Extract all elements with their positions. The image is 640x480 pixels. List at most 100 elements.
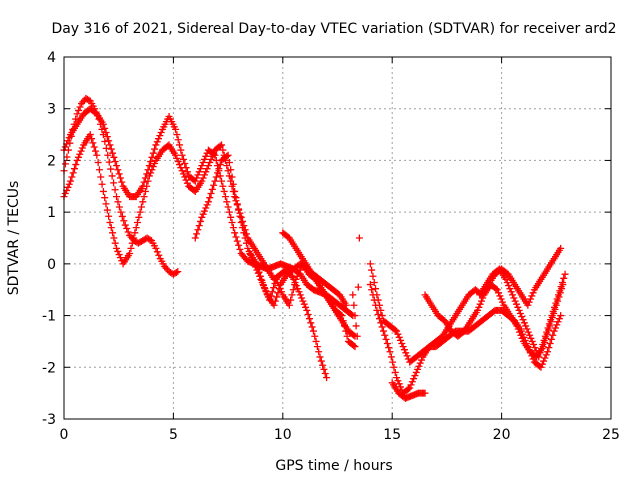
data-point-interp bbox=[492, 285, 500, 293]
data-point-interp bbox=[258, 276, 266, 284]
y-tick-label: 0 bbox=[47, 257, 56, 273]
data-point-interp bbox=[289, 286, 297, 294]
data-point-interp bbox=[233, 200, 241, 208]
data-point-interp bbox=[540, 336, 548, 344]
data-point bbox=[421, 389, 429, 397]
data-point-interp bbox=[101, 137, 109, 145]
y-tick-label: 2 bbox=[47, 153, 56, 169]
data-point-interp bbox=[65, 180, 73, 188]
data-point bbox=[272, 275, 280, 283]
data-point-interp bbox=[194, 226, 202, 234]
x-tick-label: 15 bbox=[383, 427, 401, 443]
data-point-interp bbox=[255, 268, 263, 276]
data-point-interp bbox=[383, 339, 391, 347]
data-point bbox=[191, 234, 199, 242]
data-point-interp bbox=[321, 369, 329, 377]
y-tick-label: -1 bbox=[42, 309, 56, 325]
data-point-interp bbox=[382, 335, 390, 343]
data-point-interp bbox=[536, 349, 544, 357]
data-point-interp bbox=[203, 165, 211, 173]
data-point bbox=[366, 281, 374, 289]
data-point-interp bbox=[276, 285, 284, 293]
x-tick-label: 25 bbox=[602, 427, 620, 443]
data-point-interp bbox=[194, 171, 202, 179]
data-point bbox=[73, 156, 81, 164]
data-point-interp bbox=[64, 183, 72, 191]
data-point-interp bbox=[308, 323, 316, 331]
data-point bbox=[132, 224, 140, 232]
data-point bbox=[224, 151, 232, 159]
data-point-interp bbox=[374, 311, 382, 319]
data-point bbox=[117, 208, 125, 216]
data-point-interp bbox=[549, 307, 557, 315]
data-point bbox=[113, 244, 121, 252]
data-point-interp bbox=[551, 324, 559, 332]
data-point-interp bbox=[228, 218, 236, 226]
data-point-interp bbox=[90, 143, 98, 151]
plot-frame bbox=[63, 56, 612, 420]
data-point-interp bbox=[107, 165, 115, 173]
data-point bbox=[493, 286, 501, 294]
data-point bbox=[139, 198, 147, 206]
data-point bbox=[211, 151, 219, 159]
data-point-interp bbox=[193, 230, 201, 238]
data-point-interp bbox=[72, 161, 80, 169]
data-point bbox=[172, 151, 180, 159]
data-point bbox=[218, 141, 226, 149]
y-axis-label: SDTVAR / TECUs bbox=[6, 181, 22, 296]
data-point-interp bbox=[156, 132, 164, 140]
data-point-interp bbox=[114, 198, 122, 206]
data-point-interp bbox=[199, 174, 207, 182]
data-point-interp bbox=[210, 181, 218, 189]
data-point bbox=[259, 281, 267, 289]
data-point bbox=[323, 374, 331, 382]
data-point-interp bbox=[476, 300, 484, 308]
data-point-interp bbox=[235, 206, 243, 214]
data-point bbox=[513, 322, 521, 330]
data-point bbox=[67, 177, 75, 185]
data-point-interp bbox=[64, 137, 72, 145]
data-point-interp bbox=[263, 290, 271, 298]
data-point-interp bbox=[137, 203, 145, 211]
data-point bbox=[224, 203, 232, 211]
data-point-interp bbox=[294, 285, 302, 293]
data-point-interp bbox=[394, 330, 402, 338]
data-point-interp bbox=[105, 212, 113, 220]
data-point-interp bbox=[352, 322, 360, 330]
data-point-interp bbox=[103, 133, 111, 141]
data-point-interp bbox=[381, 331, 389, 339]
data-point-interp bbox=[111, 157, 119, 165]
data-point-interp bbox=[403, 352, 411, 360]
data-point bbox=[353, 332, 361, 340]
data-point-interp bbox=[110, 234, 118, 242]
data-point-interp bbox=[177, 146, 185, 154]
data-point bbox=[126, 250, 134, 258]
data-point-interp bbox=[182, 164, 190, 172]
series-trace-g bbox=[349, 234, 363, 340]
data-point-interp bbox=[116, 174, 124, 182]
data-point bbox=[292, 275, 300, 283]
data-point-interp bbox=[101, 194, 109, 202]
data-point bbox=[172, 125, 180, 133]
data-point-interp bbox=[76, 103, 84, 111]
series-trace-c bbox=[60, 105, 357, 320]
data-point-interp bbox=[395, 333, 403, 341]
data-point bbox=[139, 182, 147, 190]
data-point-interp bbox=[337, 311, 345, 319]
data-point-interp bbox=[387, 353, 395, 361]
data-point-interp bbox=[305, 315, 313, 323]
data-point-interp bbox=[124, 228, 132, 236]
data-point-interp bbox=[408, 378, 416, 386]
data-point-interp bbox=[219, 146, 227, 154]
data-point-interp bbox=[197, 217, 205, 225]
data-point bbox=[550, 327, 558, 335]
data-point-interp bbox=[540, 357, 548, 365]
data-point-interp bbox=[89, 139, 97, 147]
data-point bbox=[535, 353, 543, 361]
data-point bbox=[99, 187, 107, 195]
x-tick-label: 20 bbox=[493, 427, 511, 443]
data-point-interp bbox=[512, 300, 520, 308]
data-point-interp bbox=[229, 180, 237, 188]
data-point-interp bbox=[339, 317, 347, 325]
